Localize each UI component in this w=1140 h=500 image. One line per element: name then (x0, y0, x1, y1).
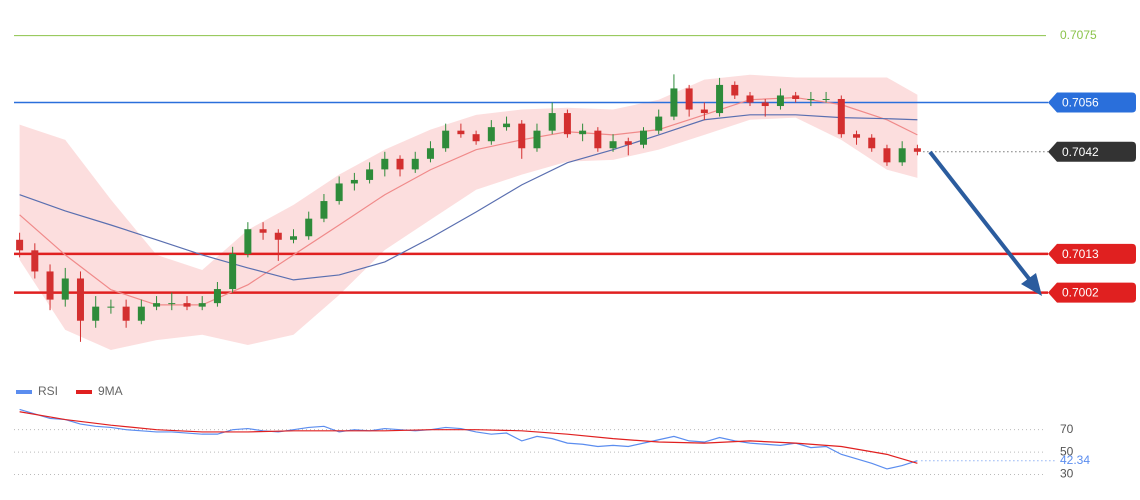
current-rsi-label: 42.34 (1060, 453, 1090, 467)
candle-body (624, 141, 632, 145)
arrow-head (1021, 273, 1042, 296)
candle-body (503, 123, 511, 128)
candle-body (913, 148, 921, 152)
candle-body (61, 278, 69, 300)
candle-body (16, 239, 24, 251)
candle-body (442, 130, 450, 149)
candle-body (533, 130, 541, 149)
candle-body (594, 130, 602, 149)
rsi-panel: 70 50 30 RSI 9MA 42.34 (14, 384, 1090, 481)
candle-body (153, 303, 161, 307)
candle-body (716, 84, 724, 114)
candle-body (137, 306, 145, 321)
level-tag (1048, 141, 1136, 162)
level-label: 0.7002 (1062, 286, 1099, 300)
candle-body (868, 137, 876, 149)
candle-body (655, 116, 663, 131)
candle-body (792, 95, 800, 99)
candle-body (335, 183, 343, 202)
candle-body (731, 84, 739, 96)
candle-body (411, 158, 419, 170)
candle-body (46, 271, 54, 300)
candle-body (457, 130, 465, 135)
candle-body (761, 102, 769, 107)
candle-body (746, 95, 754, 103)
candle-body (168, 303, 176, 305)
candle-body (381, 158, 389, 170)
level-label: 0.7013 (1062, 247, 1099, 261)
y-tick-label: 70 (1060, 422, 1074, 436)
candle-body (609, 141, 617, 149)
level-label: 0.7075 (1060, 28, 1097, 42)
candle-body (396, 158, 404, 170)
candle-body (31, 250, 39, 272)
candle-body (213, 289, 221, 304)
candle-body (563, 113, 571, 135)
candle-body (305, 218, 313, 237)
candle-body (807, 98, 815, 100)
candle-body (274, 232, 282, 240)
candle-body (548, 113, 556, 131)
level-tag (1048, 92, 1136, 113)
candle-body (472, 134, 480, 142)
bollinger-band (19, 74, 918, 350)
candle-body (822, 98, 830, 100)
moving-average (19, 114, 918, 281)
candle-body (92, 306, 100, 321)
forecast-arrow (928, 150, 1042, 296)
rsi-line (19, 411, 918, 464)
candle-body (518, 123, 526, 149)
price-panel: 0.7075 0.7056 0.7042 0.7013 0.7002 (14, 28, 1136, 350)
candle-body (487, 127, 495, 142)
candle-body (776, 95, 784, 107)
candle-body (898, 148, 906, 163)
candle-body (122, 306, 130, 321)
level-tag (1048, 243, 1136, 264)
candle-body (259, 229, 267, 233)
legend-label: 9MA (98, 384, 123, 398)
candle-body (290, 236, 298, 240)
candle-body (198, 303, 206, 307)
candle-body (853, 134, 861, 138)
candle-body (320, 201, 328, 219)
arrow-shaft (928, 150, 1032, 282)
candle-body (107, 306, 115, 308)
y-tick-label: 30 (1060, 467, 1074, 481)
candle-body (350, 179, 358, 184)
level-tag (1048, 282, 1136, 303)
candle-body (670, 88, 678, 117)
candle-body (76, 278, 84, 321)
legend-label: RSI (38, 384, 58, 398)
candle-body (183, 303, 191, 307)
candle-body (366, 169, 374, 180)
candle-body (685, 88, 693, 110)
candle-body (837, 98, 845, 135)
level-label: 0.7042 (1062, 145, 1099, 159)
level-label: 0.7056 (1062, 96, 1099, 110)
candle-body (639, 130, 647, 145)
y-tick-label: 50 (1060, 444, 1074, 458)
candle-body (700, 109, 708, 114)
candle-body (244, 229, 252, 254)
candle-body (229, 253, 237, 290)
candle-body (579, 130, 587, 135)
candle-body (426, 148, 434, 159)
candle-body (883, 148, 891, 163)
